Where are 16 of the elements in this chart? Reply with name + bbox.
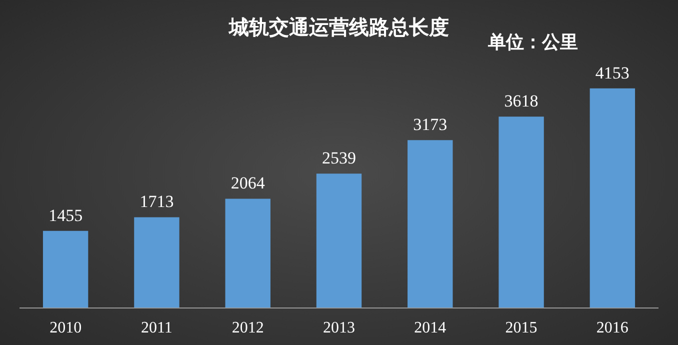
data-label: 1713 [140,192,174,212]
x-tick-label: 2016 [596,320,628,337]
x-tick-label: 2014 [414,320,446,337]
x-tick-label: 2013 [323,320,355,337]
text: 单位：公里 [488,31,578,54]
data-label: 2064 [230,174,266,193]
x-tick-label: 2010 [50,320,82,337]
x-tick-label: 2012 [232,320,264,337]
data-label: 1455 [48,206,83,225]
x-tick-label: 2015 [505,320,538,337]
data-label: 3618 [504,92,538,111]
data-label: 4153 [595,63,630,82]
x-tick-label: 2011 [141,320,172,337]
data-label: 2539 [322,148,356,168]
chart-title: 城轨交通运营线路总长度 [229,15,449,39]
data-label: 3173 [413,115,448,134]
